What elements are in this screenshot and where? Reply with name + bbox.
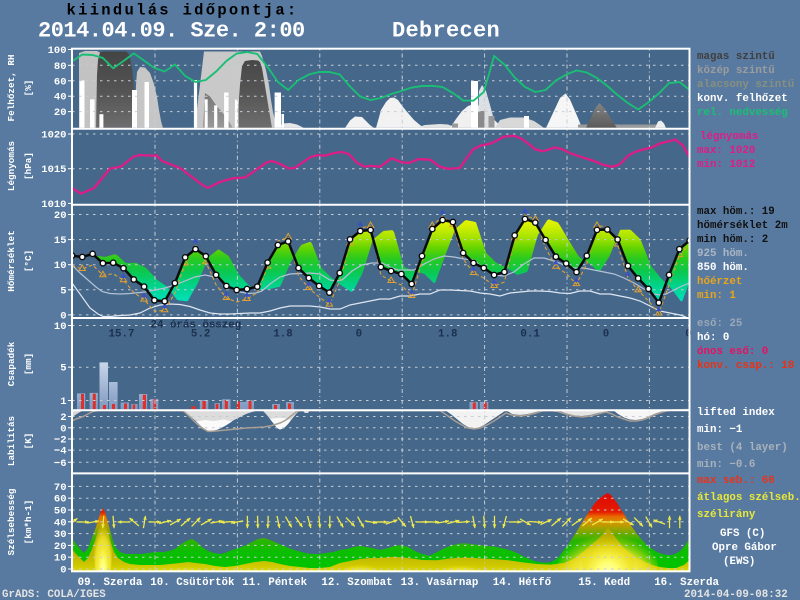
svg-text:1020: 1020	[41, 130, 66, 142]
svg-text:hőérzet: hőérzet	[697, 276, 742, 288]
svg-text:60: 60	[54, 76, 67, 88]
svg-text:alacsony szintű: alacsony szintű	[697, 79, 794, 91]
svg-text:1015: 1015	[41, 164, 66, 176]
svg-text:max seb.: 66: max seb.: 66	[697, 475, 775, 487]
svg-text:10. Csütörtök: 10. Csütörtök	[150, 577, 235, 589]
svg-text:rel. nedvesség: rel. nedvesség	[697, 107, 788, 119]
svg-text:0.1: 0.1	[520, 329, 540, 341]
svg-text:max: 1020: max: 1020	[697, 145, 755, 157]
svg-text:lifted index: lifted index	[697, 407, 775, 419]
svg-text:0: 0	[685, 329, 691, 341]
svg-text:5.2: 5.2	[191, 329, 210, 341]
svg-text:magas szintű: magas szintű	[697, 51, 775, 63]
svg-text:[km*h-1]: [km*h-1]	[23, 500, 34, 545]
svg-text:0: 0	[356, 329, 362, 341]
svg-text:[mm]: [mm]	[23, 353, 34, 375]
svg-text:11. Péntek: 11. Péntek	[242, 577, 307, 589]
svg-text:15.7: 15.7	[109, 329, 135, 341]
svg-text:1.8: 1.8	[273, 329, 292, 341]
svg-text:Légnyomás: Légnyomás	[6, 140, 17, 191]
svg-text:15: 15	[54, 235, 67, 247]
svg-text:hömérséklet 2m: hömérséklet 2m	[697, 220, 788, 232]
svg-text:−2: −2	[54, 435, 67, 447]
svg-text:40: 40	[54, 517, 67, 529]
svg-text:2014-04-09-08:32: 2014-04-09-08:32	[684, 589, 788, 600]
svg-text:konv. felhőzet: konv. felhőzet	[697, 93, 788, 105]
svg-text:0: 0	[60, 310, 66, 322]
svg-text:légnyomás: légnyomás	[700, 131, 758, 143]
svg-text:min: −1: min: −1	[697, 424, 743, 436]
svg-text:100: 100	[48, 45, 67, 57]
svg-text:átlagos szélseb.: átlagos szélseb.	[697, 492, 800, 504]
svg-text:Hőmérséklet: Hőmérséklet	[6, 230, 17, 291]
svg-text:50: 50	[54, 506, 67, 518]
svg-text:kiindulás időpontja:: kiindulás időpontja:	[67, 2, 299, 20]
svg-text:0: 0	[603, 329, 609, 341]
svg-text:min: 1: min: 1	[697, 290, 736, 302]
svg-text:24 órás összeg: 24 órás összeg	[151, 320, 242, 332]
svg-text:Opre Gábor: Opre Gábor	[712, 542, 777, 554]
svg-text:14. Hétfő: 14. Hétfő	[493, 577, 552, 589]
svg-text:5: 5	[60, 363, 66, 375]
svg-text:−4: −4	[54, 446, 67, 458]
svg-text:70: 70	[54, 482, 67, 494]
svg-text:925 höm.: 925 höm.	[697, 248, 749, 260]
svg-text:[hPa]: [hPa]	[23, 152, 34, 180]
svg-text:5: 5	[60, 285, 66, 297]
svg-text:1010: 1010	[41, 199, 66, 211]
svg-text:max höm.: 19: max höm.: 19	[697, 206, 775, 218]
svg-text:2014.04.09. Sze. 2:00: 2014.04.09. Sze. 2:00	[38, 19, 305, 44]
svg-text:Debrecen: Debrecen	[392, 19, 500, 44]
svg-text:1: 1	[60, 396, 66, 408]
svg-text:(EWS): (EWS)	[723, 556, 755, 568]
svg-text:80: 80	[54, 61, 67, 73]
svg-text:Felhőzet, RH: Felhőzet, RH	[6, 55, 17, 122]
svg-text:16. Szerda: 16. Szerda	[654, 577, 719, 589]
svg-text:min: −0.6: min: −0.6	[697, 459, 755, 471]
svg-text:0: 0	[60, 565, 66, 577]
svg-text:[K]: [K]	[23, 433, 34, 450]
svg-text:min: 1012: min: 1012	[697, 159, 755, 171]
svg-text:60: 60	[54, 494, 67, 506]
svg-text:1.8: 1.8	[438, 329, 457, 341]
svg-text:hó: 0: hó: 0	[697, 332, 729, 344]
svg-text:best (4 layer): best (4 layer)	[697, 442, 788, 454]
svg-text:GFS (C): GFS (C)	[720, 528, 765, 540]
svg-text:850 höm.: 850 höm.	[697, 262, 749, 274]
svg-text:20: 20	[54, 210, 67, 222]
svg-text:konv. csap.: 18: konv. csap.: 18	[697, 360, 794, 372]
svg-text:Labilitás: Labilitás	[6, 415, 17, 466]
svg-text:10: 10	[54, 321, 67, 333]
svg-text:10: 10	[54, 553, 67, 565]
svg-text:Csapadék: Csapadék	[6, 341, 17, 386]
svg-text:min höm.: 2: min höm.: 2	[697, 234, 768, 246]
svg-text:10: 10	[54, 260, 67, 272]
svg-text:ónos eső: 0: ónos eső: 0	[697, 346, 768, 358]
svg-text:13. Vasárnap: 13. Vasárnap	[401, 577, 479, 589]
svg-text:GrADS: COLA/IGES: GrADS: COLA/IGES	[2, 589, 106, 600]
svg-text:szélirány: szélirány	[697, 509, 756, 521]
svg-text:15. Kedd: 15. Kedd	[578, 577, 630, 589]
svg-text:[°C]: [°C]	[23, 250, 34, 272]
svg-text:[%]: [%]	[23, 80, 34, 97]
svg-text:20: 20	[54, 107, 67, 119]
svg-text:közép szintű: közép szintű	[697, 65, 775, 77]
svg-text:12. Szombat: 12. Szombat	[321, 577, 392, 589]
svg-text:40: 40	[54, 92, 67, 104]
svg-text:09. Szerda: 09. Szerda	[78, 577, 143, 589]
svg-text:eső: 25: eső: 25	[697, 318, 742, 330]
svg-text:Szélsebesség: Szélsebesség	[6, 488, 17, 555]
svg-text:20: 20	[54, 541, 67, 553]
svg-text:2: 2	[60, 412, 66, 424]
svg-text:0: 0	[60, 423, 66, 435]
svg-text:30: 30	[54, 529, 67, 541]
svg-text:−6: −6	[54, 458, 67, 470]
